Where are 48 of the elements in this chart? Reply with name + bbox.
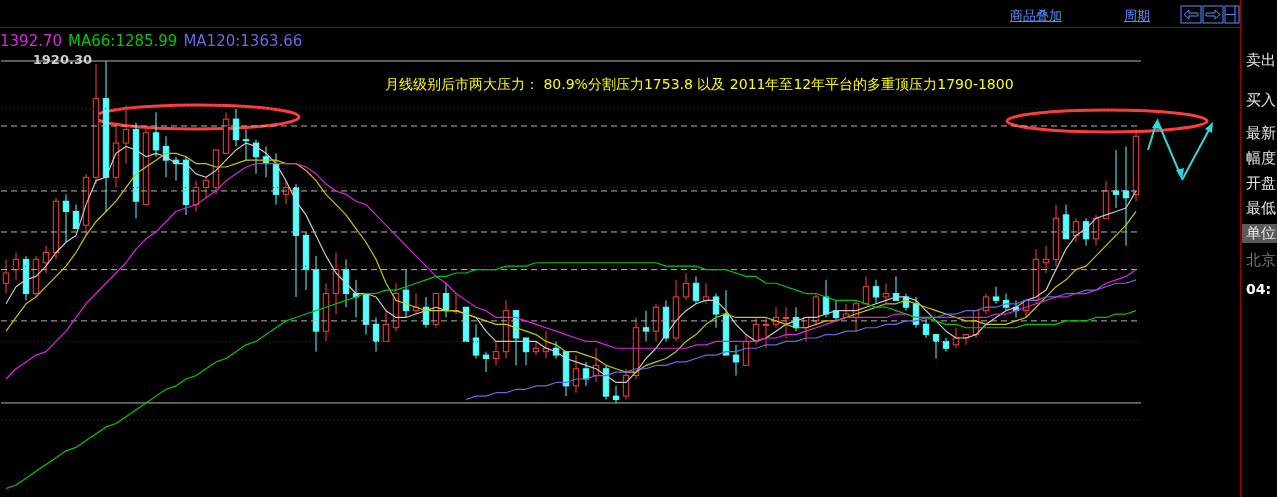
candlestick: [72, 204, 80, 230]
candlestick: [242, 128, 250, 161]
candlestick: [702, 282, 710, 305]
candlestick: [922, 316, 930, 339]
text: MA66:1285.99: [68, 32, 178, 50]
candlestick: [492, 340, 500, 366]
candlestick: [62, 193, 70, 243]
candlestick: [622, 368, 630, 401]
candlestick: [862, 275, 870, 305]
candlestick: [732, 344, 740, 377]
text: 04:: [1246, 281, 1272, 297]
text: 卖出: [1246, 51, 1276, 70]
candlestick: [932, 334, 940, 360]
text: 单位: [1242, 224, 1277, 243]
candlestick: [482, 351, 490, 373]
candlestick: [402, 269, 410, 318]
text: 最新: [1246, 124, 1276, 143]
annotation: 1920.30: [32, 51, 92, 67]
text: 1392.70: [0, 32, 63, 50]
annotation: 月线级别后市两大压力： 80.9%分割压力1753.8 以及 2011年至12年平台的多重顶压力1790-1800: [385, 76, 1014, 94]
candlestick: [682, 272, 690, 301]
text: 开盘: [1246, 174, 1276, 193]
candlestick: [522, 337, 530, 366]
candlestick: [152, 111, 160, 158]
candlestick: [712, 293, 720, 329]
candlestick: [782, 306, 790, 339]
text: 北京: [1246, 251, 1276, 270]
candlestick: [612, 385, 620, 404]
candlestick: [122, 104, 130, 165]
candlestick: [692, 275, 700, 305]
text: 最低: [1246, 199, 1276, 218]
candlestick: [642, 310, 650, 342]
text: 周期: [1124, 7, 1150, 25]
candlestick: [762, 316, 770, 349]
candlestick: [372, 316, 380, 353]
text: MA120:1363.66: [183, 32, 303, 50]
candlestick: [42, 245, 50, 274]
text: 幅度: [1246, 149, 1276, 168]
text: 商品叠加: [1010, 7, 1062, 25]
candlestick: [202, 176, 210, 199]
candlestick: [472, 323, 480, 360]
text: 买入: [1246, 91, 1276, 110]
candlestick: [382, 310, 390, 342]
candlestick: [232, 108, 240, 147]
candlestick: [572, 354, 580, 394]
candlestick: [992, 286, 1000, 305]
candlestick: [872, 279, 880, 305]
candlestick: [882, 282, 890, 305]
